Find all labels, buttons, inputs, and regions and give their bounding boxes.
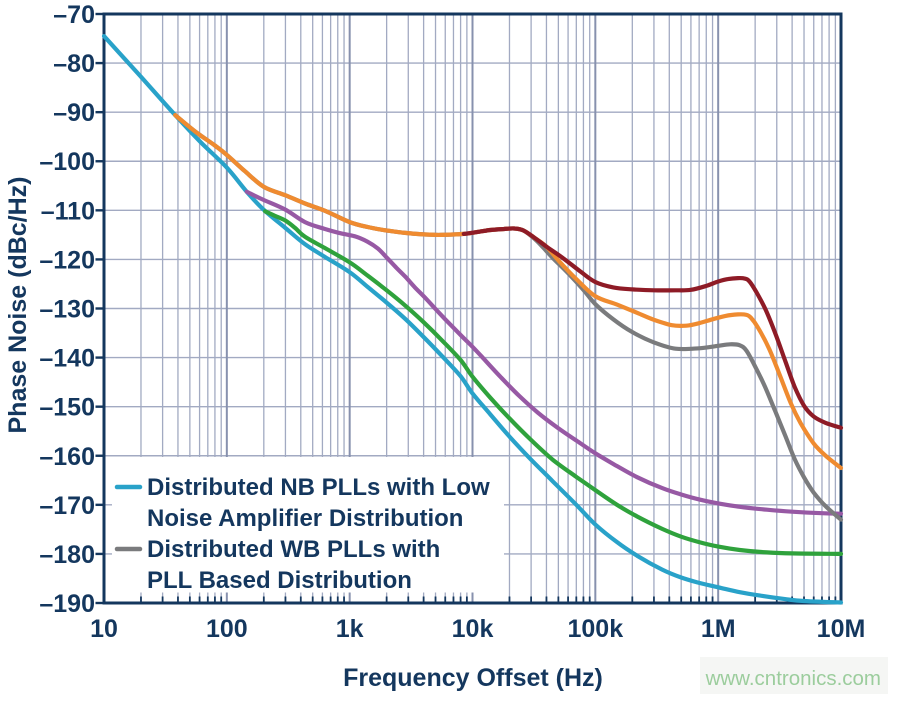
svg-text:–160: –160 — [39, 443, 95, 471]
svg-text:10k: 10k — [452, 615, 494, 643]
svg-text:–120: –120 — [39, 246, 95, 274]
svg-text:–110: –110 — [41, 197, 95, 225]
svg-text:–100: –100 — [39, 148, 95, 176]
svg-text:10M: 10M — [817, 615, 866, 643]
svg-text:–190: –190 — [39, 590, 95, 618]
svg-text:Phase Noise (dBc/Hz): Phase Noise (dBc/Hz) — [4, 176, 32, 433]
svg-text:–170: –170 — [39, 492, 95, 520]
svg-text:100: 100 — [206, 615, 248, 643]
svg-text:1k: 1k — [336, 615, 364, 643]
svg-text:–140: –140 — [39, 345, 95, 373]
svg-text:Frequency Offset (Hz): Frequency Offset (Hz) — [343, 664, 603, 692]
svg-text:–90: –90 — [53, 99, 95, 127]
svg-text:100k: 100k — [567, 615, 623, 643]
svg-text:–180: –180 — [39, 541, 95, 569]
svg-text:10: 10 — [90, 615, 118, 643]
svg-text:–70: –70 — [53, 1, 95, 29]
svg-text:Distributed WB PLLs with: Distributed WB PLLs with — [147, 536, 440, 563]
svg-text:–130: –130 — [39, 296, 95, 324]
svg-text:Distributed NB PLLs with Low: Distributed NB PLLs with Low — [147, 474, 490, 501]
svg-text:PLL Based Distribution: PLL Based Distribution — [147, 567, 412, 594]
svg-text:1M: 1M — [701, 615, 736, 643]
svg-text:Noise Amplifier Distribution: Noise Amplifier Distribution — [147, 505, 463, 532]
svg-text:www.cntronics.com: www.cntronics.com — [705, 667, 881, 690]
svg-text:–80: –80 — [53, 50, 95, 78]
svg-text:–150: –150 — [39, 394, 95, 422]
